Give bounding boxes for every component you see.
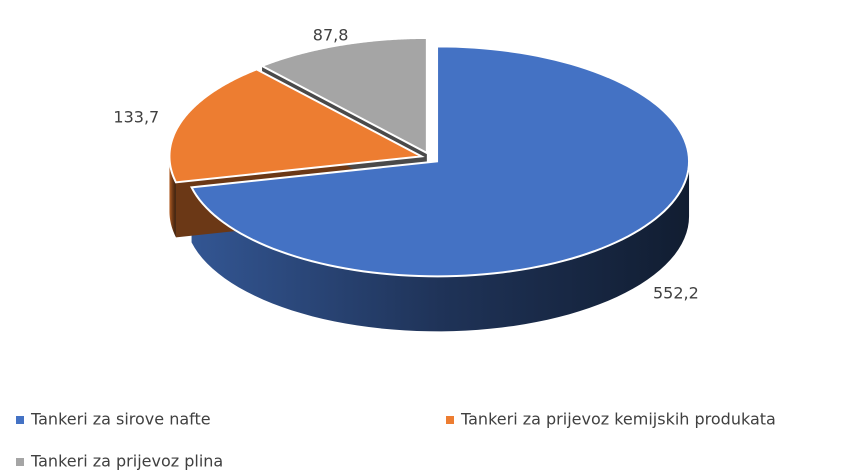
legend-label: Tankeri za prijevoz plina bbox=[30, 452, 223, 471]
legend-swatch bbox=[16, 458, 24, 466]
data-label: 133,7 bbox=[113, 107, 159, 126]
legend-swatch bbox=[446, 416, 454, 424]
legend-label: Tankeri za sirove nafte bbox=[30, 410, 211, 429]
slice-side bbox=[191, 161, 690, 332]
slice bbox=[259, 36, 428, 155]
slice bbox=[189, 45, 691, 278]
data-label: 87,8 bbox=[313, 26, 349, 45]
legend-label: Tankeri za prijevoz kemijskih produkata bbox=[460, 410, 776, 429]
slice bbox=[168, 68, 425, 184]
legend-swatch bbox=[16, 416, 24, 424]
data-label: 552,2 bbox=[653, 283, 699, 302]
slice-side bbox=[169, 156, 176, 238]
